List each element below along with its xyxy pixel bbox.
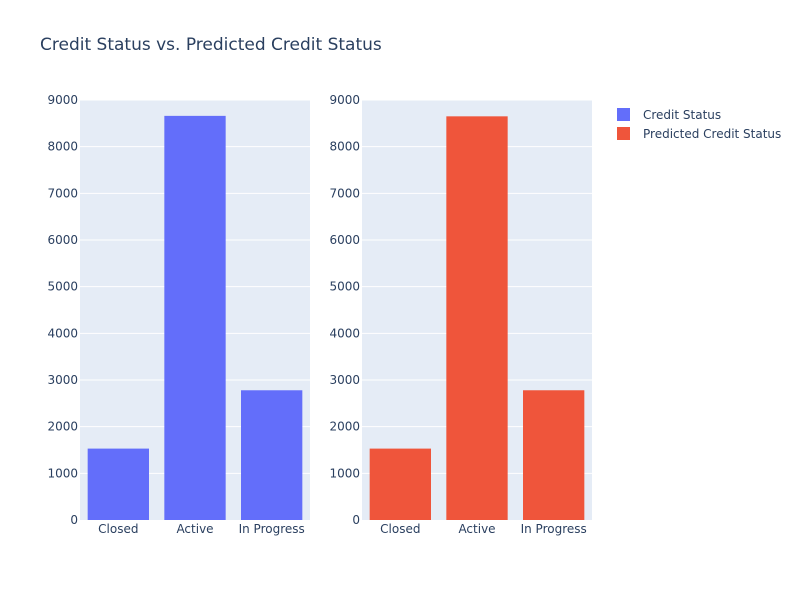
y-tick-label: 4000 — [47, 326, 78, 340]
x-tick-label: Active — [458, 522, 495, 536]
y-tick-label: 2000 — [47, 420, 78, 434]
legend-item[interactable]: Predicted Credit Status — [617, 127, 781, 141]
y-tick-label: 7000 — [47, 186, 78, 200]
bar-in-progress[interactable] — [241, 390, 303, 520]
y-tick-label: 6000 — [329, 233, 360, 247]
x-tick-label: Closed — [98, 522, 138, 536]
y-tick-label: 4000 — [329, 326, 360, 340]
legend[interactable]: Credit Status Predicted Credit Status — [617, 108, 781, 141]
subplot-1: 0 1000 2000 3000 4000 5000 6000 7000 8000 9000 Clo… — [47, 93, 310, 536]
y-tick-label: 3000 — [47, 373, 78, 387]
subplots: 0 1000 2000 3000 4000 5000 6000 7000 8000 9000 Clo… — [47, 93, 592, 536]
y-tick-label: 3000 — [329, 373, 360, 387]
y-tick-label: 0 — [70, 513, 78, 527]
bar-active[interactable] — [446, 116, 508, 520]
x-tick-label: Active — [176, 522, 213, 536]
x-tick-label: In Progress — [239, 522, 305, 536]
bar-active[interactable] — [164, 115, 226, 520]
y-tick-label: 9000 — [329, 93, 360, 107]
bar-closed[interactable] — [369, 448, 431, 520]
chart-title: Credit Status vs. Predicted Credit Statu… — [40, 35, 382, 55]
legend-item[interactable]: Credit Status — [617, 108, 721, 122]
y-tick-label: 8000 — [329, 140, 360, 154]
y-tick-label: 7000 — [329, 186, 360, 200]
y-tick-label: 9000 — [47, 93, 78, 107]
legend-label: Predicted Credit Status — [643, 127, 781, 141]
y-tick-label: 2000 — [329, 420, 360, 434]
y-tick-label: 0 — [352, 513, 360, 527]
y-tick-label: 1000 — [329, 466, 360, 480]
bar-closed[interactable] — [87, 448, 149, 520]
x-tick-label: Closed — [380, 522, 420, 536]
legend-swatch — [617, 108, 630, 121]
legend-swatch — [617, 127, 630, 140]
y-tick-label: 5000 — [47, 280, 78, 294]
y-tick-label: 8000 — [47, 140, 78, 154]
y-tick-label: 5000 — [329, 280, 360, 294]
y-tick-label: 1000 — [47, 466, 78, 480]
y-tick-label: 6000 — [47, 233, 78, 247]
subplot-2: 0 1000 2000 3000 4000 5000 6000 7000 8000 9000 Clo… — [329, 93, 592, 536]
bar-in-progress[interactable] — [523, 390, 585, 520]
x-tick-label: In Progress — [521, 522, 587, 536]
legend-label: Credit Status — [643, 108, 721, 122]
